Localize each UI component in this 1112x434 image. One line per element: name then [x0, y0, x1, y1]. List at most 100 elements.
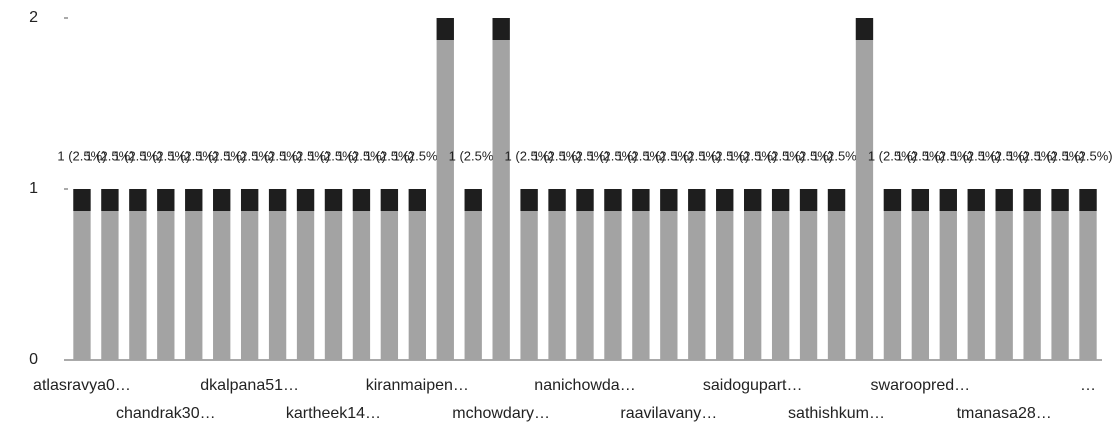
bar-cap [548, 189, 566, 211]
bar-cap [995, 189, 1013, 211]
bar [352, 189, 371, 360]
bar-cap [883, 189, 902, 211]
x-tick-label: raavilavany… [620, 405, 717, 422]
x-tick-label: sathishkum… [788, 405, 885, 422]
bar-cap [576, 189, 594, 211]
bar-cap [436, 18, 454, 40]
bar-cap [632, 189, 650, 211]
value-label: 1 (2.5%) [85, 148, 134, 163]
value-label: 1 (2.5%) [1036, 148, 1085, 163]
bar-cap [688, 189, 706, 211]
x-tick-label: dkalpana51… [200, 377, 299, 394]
value-label: 1 (2.5%) [113, 148, 162, 163]
x-tick-label: swaroopred… [871, 377, 971, 394]
bar-cap [799, 189, 818, 211]
value-label: 1 (2.5%) [1063, 148, 1112, 163]
bar-cap [1023, 189, 1041, 211]
value-label: 1 (2.5%) [924, 148, 973, 163]
bar-cap [1079, 189, 1097, 211]
bar [380, 189, 399, 360]
bar [436, 18, 454, 360]
bar [1023, 189, 1041, 360]
value-label: 1 (2.5%) [281, 148, 330, 163]
bar [408, 189, 426, 360]
value-label: 1 (2.5%) [393, 148, 442, 163]
bar [827, 189, 846, 360]
bar-cap [604, 189, 622, 211]
bar [576, 189, 594, 360]
bar [268, 189, 287, 360]
bar-cap [855, 18, 874, 40]
bar-cap [73, 189, 91, 211]
bar [799, 189, 818, 360]
value-label: 1 (2.5%) [57, 148, 106, 163]
value-label: 1 (2.5%) [365, 148, 414, 163]
x-tick-label: mchowdary… [452, 405, 550, 422]
x-tick-label: atlasravya0… [33, 377, 131, 394]
bar [548, 189, 566, 360]
bar [73, 189, 91, 360]
value-label: 1 (2.5%) [644, 148, 693, 163]
bar-cap [771, 189, 790, 211]
x-tick-label: tmanasa28… [957, 405, 1052, 422]
value-label: 1 (2.5%) [309, 148, 358, 163]
bar-cap [716, 189, 734, 211]
bar [185, 189, 203, 360]
y-tick-label: 2 [29, 9, 38, 26]
bar [911, 189, 930, 360]
bar-cap [380, 189, 399, 211]
bar-cap [268, 189, 287, 211]
value-label: 1 (2.5%) [812, 148, 861, 163]
bar [157, 189, 175, 360]
value-label: 1 (2.5%) [868, 148, 917, 163]
value-label: 1 (2.5%) [532, 148, 581, 163]
bar [324, 189, 343, 360]
value-label: 1 (2.5%) [337, 148, 386, 163]
bar-cap [296, 189, 315, 211]
value-label: 1 (2.5%) [169, 148, 218, 163]
value-label: 1 (2.5%) [141, 148, 190, 163]
bar-cap [129, 189, 147, 211]
x-tick-label: nanichowda… [534, 377, 635, 394]
bar-cap [911, 189, 930, 211]
bar-cap [101, 189, 119, 211]
bar [1051, 189, 1069, 360]
value-label: 1 (2.5%) [980, 148, 1029, 163]
value-label: 1 (2.5%) [197, 148, 246, 163]
x-tick-label: chandrak30… [116, 405, 216, 422]
value-label: 1 (2.5%) [225, 148, 274, 163]
bar [604, 189, 622, 360]
bar-cap [213, 189, 231, 211]
bar-cap [157, 189, 175, 211]
value-label: 1 (2.5%) [505, 148, 554, 163]
value-label: 1 (2.5%) [672, 148, 721, 163]
bar [967, 189, 985, 360]
bar [716, 189, 734, 360]
bar-cap [352, 189, 371, 211]
bar-cap [744, 189, 762, 211]
value-label: 1 (2.5%) [700, 148, 749, 163]
x-tick-label: kiranmaipen… [366, 377, 469, 394]
bar-cap [408, 189, 426, 211]
value-label: 1 (2.5%) [728, 148, 777, 163]
bar [101, 189, 119, 360]
bar [939, 189, 957, 360]
y-tick-label: 1 [29, 180, 38, 197]
value-label: 1 (2.5%) [560, 148, 609, 163]
bar-cap [324, 189, 343, 211]
bar [688, 189, 706, 360]
bar [1079, 189, 1097, 360]
bar-cap [464, 189, 482, 211]
x-tick-label: saidogupart… [703, 377, 803, 394]
bar-cap [240, 189, 259, 211]
bar-cap [520, 189, 538, 211]
bar-cap [185, 189, 203, 211]
value-label: 1 (2.5%) [896, 148, 945, 163]
value-label: 1 (2.5%) [952, 148, 1001, 163]
bar [855, 18, 874, 360]
bar-cap [967, 189, 985, 211]
value-label: 1 (2.5%) [616, 148, 665, 163]
bar-cap [1051, 189, 1069, 211]
bar [129, 189, 147, 360]
